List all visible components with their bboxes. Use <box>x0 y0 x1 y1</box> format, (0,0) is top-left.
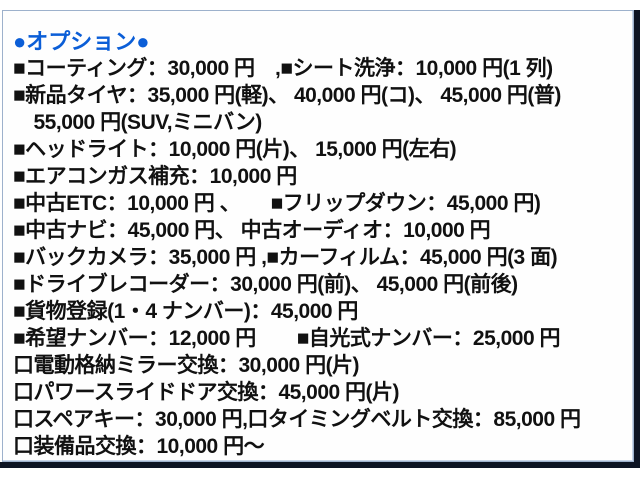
option-line: ■ドライブレコーダー：30,000 円(前)、 45,000 円(前後) <box>13 273 518 296</box>
option-line: 55,000 円(SUV,ミニバン) <box>13 111 262 134</box>
options-content: ●オプション● ■コーティング：30,000 円 ,■シート洗浄：10,000 … <box>13 28 629 460</box>
option-line: ■バックカメラ：35,000 円 ,■カーフィルム：45,000 円(3 面) <box>13 246 558 269</box>
options-title: ●オプション● <box>13 29 150 54</box>
option-line: 口電動格納ミラー交換：30,000 円(片) <box>13 354 360 377</box>
option-line: ■貨物登録(1・4 ナンバー)：45,000 円 <box>13 300 358 323</box>
option-line: ■希望ナンバー：12,000 円 ■自光式ナンバー：25,000 円 <box>13 327 561 350</box>
photo-edge-right <box>634 10 640 468</box>
option-line: ■中古ETC：10,000 円 、 ■フリップダウン：45,000 円) <box>13 192 541 215</box>
option-line: 口パワースライドドア交換：45,000 円(片) <box>13 381 400 404</box>
option-line: 口装備品交換：10,000 円～ <box>13 435 265 458</box>
option-line: ■コーティング：30,000 円 ,■シート洗浄：10,000 円(1 列) <box>13 57 553 80</box>
photo-edge-bottom <box>0 462 640 468</box>
option-line: ■エアコンガス補充：10,000 円 <box>13 165 297 188</box>
option-line: 口スペアキー：30,000 円,口タイミングベルト交換：85,000 円 <box>13 408 581 431</box>
option-line: ■中古ナビ：45,000 円、 中古オーディオ：10,000 円 <box>13 219 491 242</box>
option-line: ■ヘッドライト：10,000 円(片)、 15,000 円(左右) <box>13 138 457 161</box>
option-line: ■新品タイヤ：35,000 円(軽)、 40,000 円(コ)、 45,000 … <box>13 84 561 107</box>
options-card: ●オプション● ■コーティング：30,000 円 ,■シート洗浄：10,000 … <box>2 10 634 462</box>
